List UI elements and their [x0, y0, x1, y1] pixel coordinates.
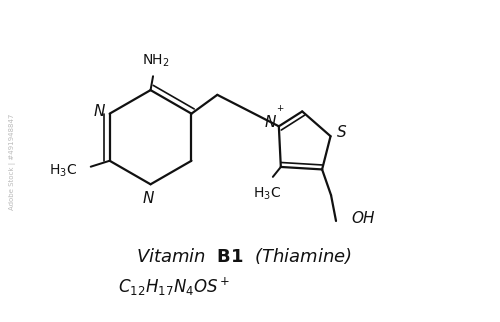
Text: C$_{12}$H$_{17}$N$_4$OS$^+$: C$_{12}$H$_{17}$N$_4$OS$^+$ [118, 276, 230, 298]
Text: H$_3$C: H$_3$C [49, 163, 78, 179]
Text: N: N [264, 115, 276, 130]
Text: OH: OH [351, 211, 374, 226]
Text: N: N [94, 104, 106, 119]
Text: H$_3$C: H$_3$C [253, 186, 281, 202]
Text: $^+$: $^+$ [274, 105, 285, 118]
Text: Adobe Stock | #491948847: Adobe Stock | #491948847 [9, 114, 16, 210]
Text: N: N [142, 191, 154, 206]
Text: NH$_2$: NH$_2$ [142, 53, 170, 69]
Text: Vitamin  $\mathbf{B1}$  (Thiamine): Vitamin $\mathbf{B1}$ (Thiamine) [136, 246, 352, 266]
Text: S: S [336, 125, 346, 140]
